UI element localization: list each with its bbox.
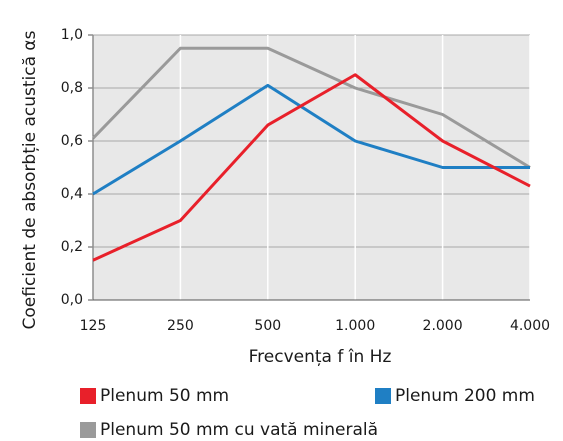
legend-swatch — [80, 388, 96, 404]
series-line — [92, 83, 530, 196]
series-line — [91, 46, 531, 169]
x-tick-label: 4.000 — [510, 318, 550, 334]
y-tick-label: 0,8 — [61, 80, 83, 96]
y-axis-label: Coeficient de absorbție acustică αs — [20, 30, 40, 329]
x-tick-label: 500 — [254, 318, 281, 334]
x-tick-label: 250 — [167, 318, 194, 334]
series-line — [92, 73, 531, 262]
x-tick-label: 1.000 — [335, 318, 375, 334]
x-axis-label: Frecvența f în Hz — [249, 347, 392, 367]
x-tick-label: 125 — [80, 318, 107, 334]
legend-label: Plenum 200 mm — [395, 386, 535, 406]
legend-swatch — [80, 422, 96, 438]
legend-label: Plenum 50 mm cu vată minerală — [100, 420, 378, 440]
legend-label: Plenum 50 mm — [100, 386, 229, 406]
y-tick-label: 0,2 — [61, 239, 83, 255]
y-tick-label: 0,6 — [61, 133, 83, 149]
legend-swatch — [375, 388, 391, 404]
x-tick-label: 2.000 — [423, 318, 463, 334]
y-tick-label: 0,0 — [61, 292, 83, 308]
y-tick-label: 1,0 — [61, 27, 83, 43]
y-tick-label: 0,4 — [61, 186, 83, 202]
